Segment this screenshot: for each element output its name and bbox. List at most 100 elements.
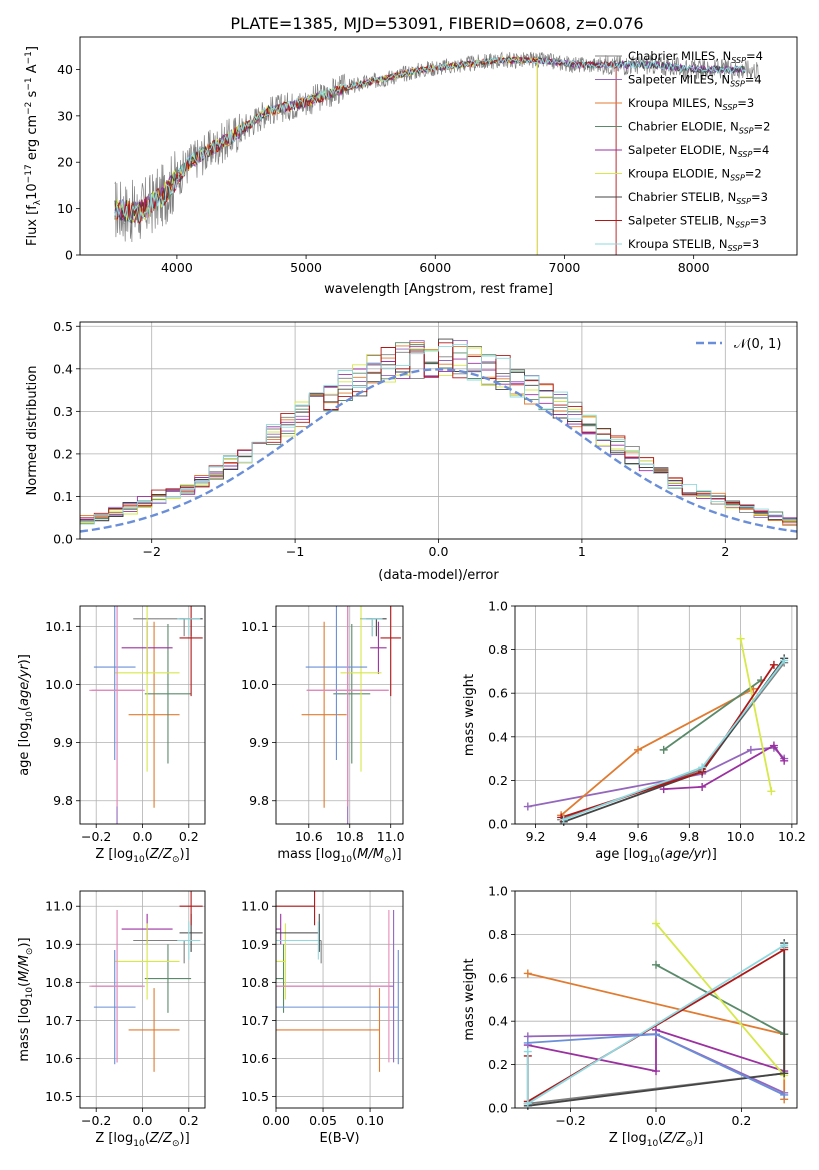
x-tick-label: 7000 bbox=[549, 260, 581, 275]
x-tick-label: −0.2 bbox=[555, 1113, 585, 1128]
age_vs_mass-axes: 10.6 10.8 11.0 9.8 9.9 10.0 10.1 mass [log10(M/… bbox=[241, 605, 405, 865]
weight-marker bbox=[523, 1038, 532, 1047]
y-axis-label: Flux [fλ10−17 erg cm−2 s−1 A−1] bbox=[24, 46, 43, 246]
y-tick-label: 20 bbox=[57, 155, 73, 170]
axes-frame bbox=[79, 890, 206, 1109]
legend-label: Chabrier STELIB, NSSP=3 bbox=[628, 190, 768, 206]
legend-label: Chabrier MILES, NSSP=4 bbox=[628, 49, 763, 65]
y-tick-label: 9.8 bbox=[53, 793, 73, 808]
weight-marker bbox=[523, 1047, 532, 1056]
y-axis-label: age [log10(age/yr)] bbox=[17, 654, 35, 776]
age_vs_Z-axes: −0.2 0.0 0.2 9.8 9.9 10.0 10.1 Z [log10(Z/Z⊙)] a… bbox=[17, 605, 206, 865]
y-tick-label: 0 bbox=[65, 248, 73, 263]
x-axis-label: Z [log10(Z/Z⊙)] bbox=[609, 1131, 703, 1149]
weight-series bbox=[563, 657, 785, 823]
x-tick-label: 9.2 bbox=[526, 829, 546, 844]
x-axis-label: age [log10(age/yr)] bbox=[595, 847, 717, 865]
y-tick-label: 40 bbox=[57, 62, 73, 77]
figure-title: PLATE=1385, MJD=53091, FIBERID=0608, z=0… bbox=[230, 14, 643, 33]
x-tick-label: 0.00 bbox=[262, 1113, 290, 1128]
model-spectrum bbox=[114, 55, 538, 255]
weight-marker bbox=[780, 941, 789, 950]
axes-frame bbox=[514, 605, 798, 825]
x-tick-label: 10.6 bbox=[295, 829, 323, 844]
y-tick-label: 11.0 bbox=[45, 899, 73, 914]
weight-marker bbox=[559, 815, 568, 824]
x-tick-label: 10.8 bbox=[336, 829, 364, 844]
y-tick-label: 10.7 bbox=[45, 1013, 73, 1028]
weight-marker bbox=[769, 660, 778, 669]
weight-series bbox=[655, 922, 785, 1077]
model-spectrum bbox=[114, 56, 746, 224]
spectrum-legend: Chabrier MILES, NSSP=4 Salpeter MILES, NS… bbox=[595, 49, 770, 253]
weight_vs_age-lines bbox=[523, 634, 789, 826]
y-tick-label: 1.0 bbox=[488, 884, 508, 899]
x-axis-label: mass [log10(M/M⊙)] bbox=[277, 847, 401, 865]
legend-label: 𝒩(0, 1) bbox=[734, 337, 781, 352]
y-tick-label: 10.5 bbox=[241, 1089, 269, 1104]
x-tick-label: 0.0 bbox=[133, 829, 153, 844]
weight-marker bbox=[767, 787, 776, 796]
weight-series bbox=[663, 744, 785, 790]
weight-marker bbox=[698, 763, 707, 772]
y-tick-label: 0.4 bbox=[488, 1014, 508, 1029]
x-tick-label: 9.6 bbox=[628, 829, 648, 844]
axes-frame bbox=[275, 605, 404, 825]
x-tick-label: 0.2 bbox=[179, 1113, 199, 1128]
weight-marker bbox=[652, 960, 660, 969]
legend-label: Kroupa STELIB, NSSP=3 bbox=[628, 237, 759, 253]
x-tick-label: 0.2 bbox=[732, 1113, 752, 1128]
weight-marker bbox=[523, 1099, 532, 1108]
weight-marker bbox=[780, 1090, 789, 1099]
y-tick-label: 0.2 bbox=[53, 446, 73, 461]
y-axis-label: Normed distribution bbox=[25, 366, 40, 496]
weight-marker bbox=[659, 745, 668, 754]
x-axis-label: wavelength [Angstrom, rest frame] bbox=[324, 282, 553, 297]
weight-marker bbox=[523, 802, 532, 811]
y-tick-label: 10.0 bbox=[45, 677, 73, 692]
x-tick-label: 0.0 bbox=[429, 544, 449, 559]
weight-marker bbox=[746, 745, 755, 754]
weight_vs_Z-lines bbox=[523, 919, 789, 1110]
x-tick-label: 4000 bbox=[161, 260, 193, 275]
x-tick-label: 11.0 bbox=[377, 829, 405, 844]
y-tick-label: 10.8 bbox=[241, 975, 269, 990]
x-tick-label: 0.0 bbox=[646, 1113, 666, 1128]
y-tick-label: 0.6 bbox=[488, 686, 508, 701]
y-tick-label: 0.1 bbox=[53, 489, 73, 504]
y-tick-label: 9.8 bbox=[249, 793, 269, 808]
x-tick-label: 10.2 bbox=[778, 829, 806, 844]
weight-marker bbox=[698, 782, 707, 791]
residuals-axes: −2 −1 0.0 1 2 0.0 0.1 0.2 0.3 0.4 0.5 (data-model)/… bbox=[25, 319, 798, 583]
y-tick-label: 0.8 bbox=[488, 642, 508, 657]
x-tick-label: 0.05 bbox=[309, 1113, 337, 1128]
axes-frame bbox=[79, 36, 798, 256]
x-tick-label: 8000 bbox=[678, 260, 710, 275]
x-tick-label: 6000 bbox=[419, 260, 451, 275]
x-tick-label: −1 bbox=[286, 544, 304, 559]
y-tick-label: 0.4 bbox=[488, 729, 508, 744]
y-tick-label: 10.8 bbox=[45, 975, 73, 990]
y-tick-label: 10.9 bbox=[241, 937, 269, 952]
histogram-series bbox=[80, 343, 797, 527]
y-tick-label: 9.9 bbox=[249, 735, 269, 750]
weight-series bbox=[739, 638, 773, 792]
x-axis-label: (data-model)/error bbox=[378, 568, 499, 583]
weight-series bbox=[663, 679, 762, 751]
y-tick-label: 0.0 bbox=[488, 1101, 508, 1116]
axes-frame bbox=[514, 890, 798, 1109]
x-tick-label: −0.2 bbox=[81, 829, 111, 844]
x-tick-label: 0.10 bbox=[356, 1113, 384, 1128]
y-tick-label: 11.0 bbox=[241, 899, 269, 914]
x-tick-label: 9.8 bbox=[679, 829, 699, 844]
y-tick-label: 10 bbox=[57, 201, 73, 216]
y-tick-label: 0.2 bbox=[488, 773, 508, 788]
legend-label: Salpeter ELODIE, NSSP=4 bbox=[628, 143, 769, 159]
legend-label: Chabrier ELODIE, NSSP=2 bbox=[628, 120, 770, 136]
weight-series bbox=[527, 746, 785, 808]
x-tick-label: −2 bbox=[142, 544, 160, 559]
y-tick-label: 10.1 bbox=[45, 619, 73, 634]
x-axis-label: Z [log10(Z/Z⊙)] bbox=[95, 1131, 189, 1149]
x-tick-label: 2 bbox=[721, 544, 729, 559]
y-tick-label: 0.8 bbox=[488, 927, 508, 942]
